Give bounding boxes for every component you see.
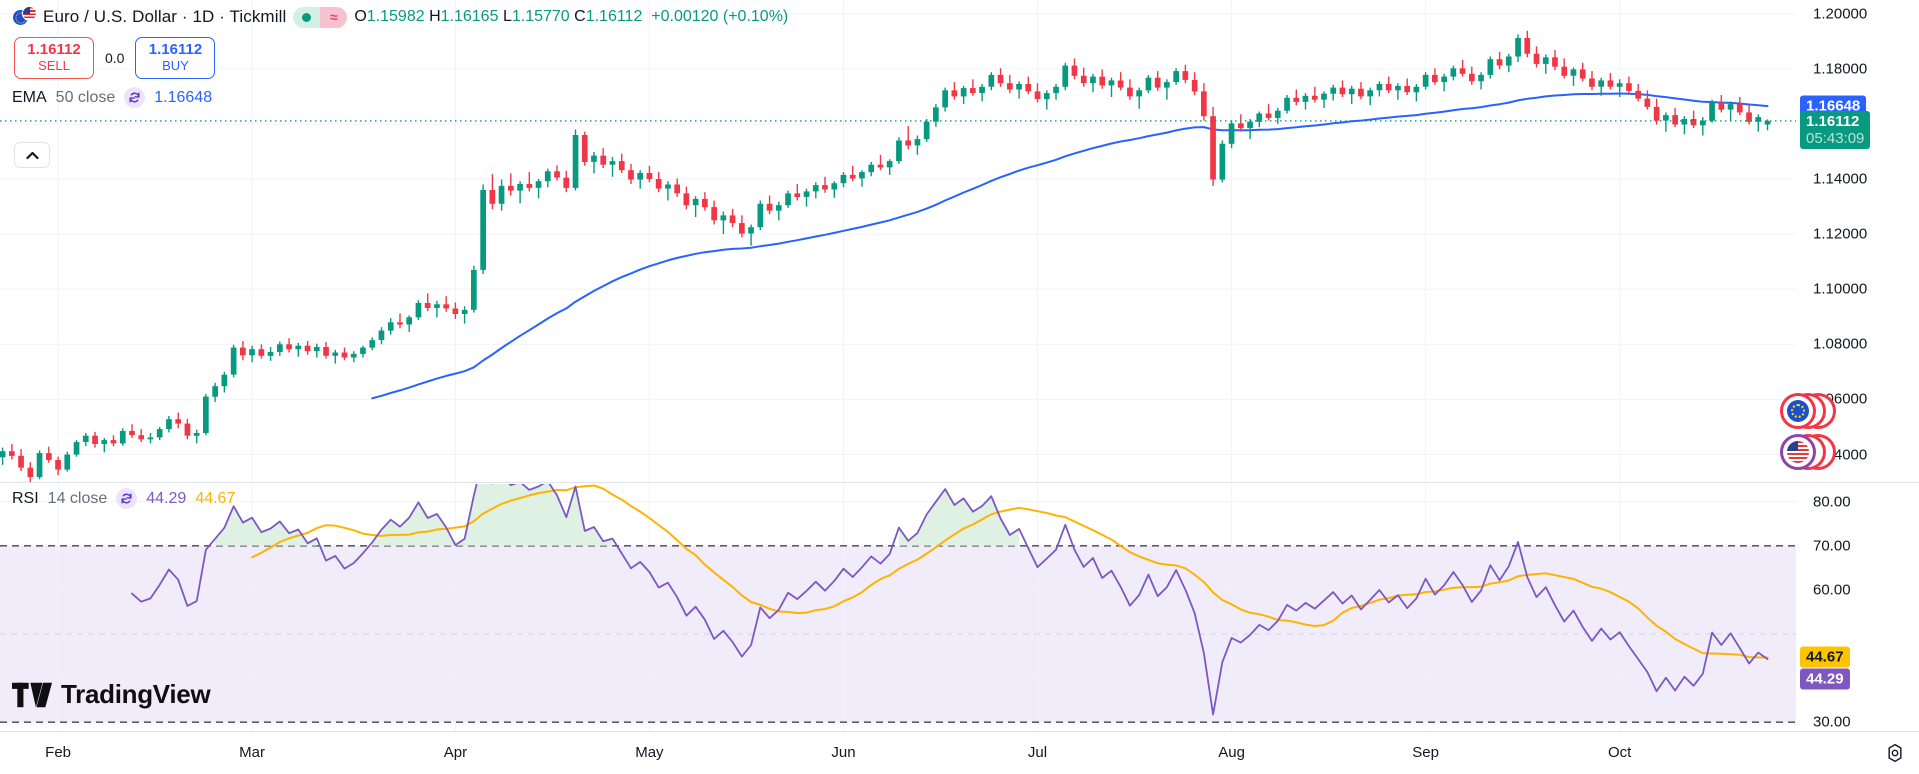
rsi-value-badge[interactable]: 44.29	[1800, 668, 1850, 690]
last-price-badge[interactable]: 1.16112 05:43:09	[1800, 110, 1871, 149]
ohlc-low-label: L	[502, 8, 512, 25]
us-flag-badge-icon	[1780, 434, 1816, 470]
rsi-chart-svg	[0, 484, 1796, 731]
price-axis-tick: 1.18000	[1813, 60, 1868, 78]
sell-label: SELL	[38, 58, 70, 74]
time-axis-tick: Jul	[1027, 744, 1048, 761]
rsi-axis[interactable]	[1796, 484, 1919, 731]
ohlc-open-value: 1.15982	[366, 8, 425, 25]
sell-price: 1.16112	[27, 41, 81, 59]
rsi-chart-pane[interactable]	[0, 484, 1796, 731]
price-axis-tick: 1.14000	[1813, 170, 1868, 188]
ohlc-close-label: C	[574, 8, 586, 25]
rsi-axis-tick: 80.00	[1813, 493, 1851, 511]
rsi-params: 14 close	[47, 489, 108, 507]
price-axis-tick: 1.20000	[1813, 5, 1868, 23]
tradingview-wordmark: TradingView	[61, 679, 211, 709]
ohlc-high-label: H	[429, 8, 441, 25]
last-price-value: 1.16112	[1806, 112, 1860, 130]
rsi-axis-tick: 60.00	[1813, 581, 1851, 599]
heikin-ashi-mode-icon[interactable]: ≈	[320, 6, 348, 28]
buy-button[interactable]: 1.16112 BUY	[135, 37, 216, 79]
price-axis-tick: 1.10000	[1813, 280, 1868, 298]
tradingview-logo[interactable]: TradingView	[12, 679, 211, 710]
rsi-axis-tick: 70.00	[1813, 537, 1851, 555]
collapse-pane-button[interactable]	[14, 142, 50, 168]
rsi-name: RSI	[12, 489, 39, 507]
bar-countdown: 05:43:09	[1806, 129, 1865, 147]
price-chart-pane[interactable]	[0, 0, 1796, 482]
time-axis-tick: Jun	[831, 744, 856, 761]
rsi-value: 44.29	[146, 489, 187, 507]
refresh-icon[interactable]	[116, 488, 138, 509]
ema-value: 1.16648	[154, 88, 213, 106]
buy-label: BUY	[162, 58, 189, 74]
time-axis-tick: Aug	[1218, 744, 1245, 761]
sell-button[interactable]: 1.16112 SELL	[14, 37, 94, 79]
time-axis-tick: Apr	[443, 744, 468, 761]
ohlc-high-value: 1.16165	[440, 8, 499, 25]
pane-divider	[0, 482, 1919, 483]
currency-pair-watermark-badges	[1778, 393, 1838, 471]
chart-mode-toggle[interactable]: ≈	[293, 6, 348, 28]
trade-buttons-row: 1.16112 SELL 0.0 1.16112 BUY	[14, 37, 216, 79]
rsi-ma-badge[interactable]: 44.67	[1800, 646, 1850, 667]
eu-flag-badge-icon	[1780, 393, 1816, 429]
time-axis-tick: May	[635, 744, 664, 761]
ema-name: EMA	[12, 88, 47, 106]
time-axis-tick: Sep	[1412, 744, 1439, 761]
refresh-icon[interactable]	[124, 87, 146, 108]
candles-mode-icon[interactable]	[293, 6, 321, 28]
spread-value: 0.0	[105, 50, 125, 66]
tradingview-logo-icon	[12, 682, 52, 707]
currency-pair-flags-icon	[12, 6, 37, 28]
rsi-ma-value: 44.67	[195, 489, 236, 507]
chevron-up-icon	[25, 151, 39, 159]
ema-indicator-legend[interactable]: EMA 50 close 1.16648	[12, 87, 212, 108]
symbol-legend: Euro / U.S. Dollar · 1D · Tickmill ≈ O 1.…	[12, 4, 788, 30]
ohlc-open-label: O	[354, 8, 367, 25]
ohlc-low-value: 1.15770	[511, 8, 570, 25]
ohlc-close-value: 1.16112	[585, 8, 643, 25]
time-axis-tick: Oct	[1608, 744, 1632, 761]
buy-price: 1.16112	[148, 41, 203, 59]
ohlc-values: O 1.15982 H 1.16165 L 1.15770 C 1.16112 +0.0…	[354, 8, 788, 26]
time-axis-tick: Feb	[45, 744, 72, 761]
price-chart-svg	[0, 0, 1796, 482]
ohlc-change: +0.00120 (+0.10%)	[651, 8, 789, 25]
price-axis-tick: 1.08000	[1813, 335, 1868, 353]
rsi-indicator-legend[interactable]: RSI 14 close 44.29 44.67	[12, 488, 235, 509]
price-axis-tick: 1.12000	[1813, 225, 1868, 243]
symbol-title[interactable]: Euro / U.S. Dollar · 1D · Tickmill	[43, 7, 287, 26]
settings-gear-icon[interactable]	[1885, 743, 1905, 763]
rsi-axis-tick: 30.00	[1813, 713, 1851, 731]
us-flag-icon	[22, 6, 37, 21]
ema-params: 50 close	[55, 88, 116, 106]
time-axis[interactable]: Feb Mar Apr May Jun Jul Aug Sep Oct	[0, 731, 1919, 774]
time-axis-tick: Mar	[239, 744, 266, 761]
